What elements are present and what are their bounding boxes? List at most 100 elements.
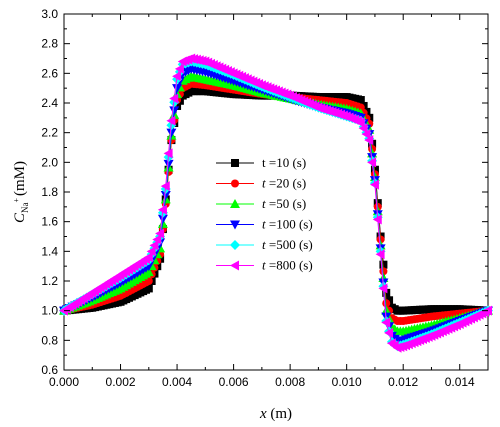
data-point [143, 267, 154, 277]
data-point [144, 284, 153, 293]
data-point [173, 101, 182, 110]
data-point [163, 159, 174, 169]
x-tick-label: 0.012 [388, 375, 418, 389]
data-point [166, 128, 177, 138]
legend-label-var: t [262, 155, 266, 170]
data-point [166, 115, 176, 126]
legend-label-var: t [262, 217, 266, 232]
data-point [358, 123, 368, 134]
data-point [381, 317, 391, 328]
legend-label-value: =500 (s) [266, 237, 313, 252]
legend-item: t =10 (s) [216, 155, 306, 170]
y-tick-label: 3.0 [41, 7, 58, 21]
data-point [355, 117, 365, 128]
y-tick-label: 1.0 [41, 304, 58, 318]
data-point [172, 71, 182, 82]
y-tick-label: 2.2 [41, 126, 58, 140]
legend-label-value: =50 (s) [266, 196, 307, 211]
x-axis-label: x (m) [259, 406, 292, 422]
data-point [160, 190, 171, 200]
legend-label: t =800 (s) [262, 258, 313, 273]
x-tick-label: 0.008 [275, 375, 305, 389]
y-tick-label: 1.6 [41, 215, 58, 229]
data-point [169, 106, 180, 116]
data-point [143, 252, 153, 263]
data-point [382, 288, 391, 297]
y-tick-label: 0.8 [41, 333, 58, 347]
y-axis-label-unit: (mM) [12, 161, 28, 196]
y-tick-label: 2.0 [41, 155, 58, 169]
data-point [367, 157, 377, 168]
data-point [149, 240, 159, 251]
data-point [356, 96, 365, 105]
y-tick-label: 1.4 [41, 244, 58, 258]
legend-item: t =50 (s) [216, 196, 306, 211]
data-point [364, 135, 374, 146]
data-point [163, 148, 173, 159]
y-axis-label-sub: Na [20, 203, 30, 214]
data-point [174, 63, 184, 74]
data-point [369, 179, 379, 190]
legend-item: t =20 (s) [216, 176, 306, 191]
data-point [172, 84, 183, 94]
legend-label: t =10 (s) [262, 155, 306, 170]
x-axis-label-unit: (m) [267, 406, 292, 422]
y-axis-label-main: C [12, 212, 28, 223]
legend-marker [231, 179, 239, 188]
x-tick-label: 0.010 [332, 375, 362, 389]
y-tick-label: 0.6 [41, 363, 58, 377]
legend-label: t =500 (s) [262, 237, 313, 252]
legend-label-value: =20 (s) [266, 176, 307, 191]
y-axis-label-sup: + [12, 198, 21, 203]
legend-marker [230, 220, 240, 230]
y-axis-label: CNa+ (mM) [12, 161, 30, 223]
y-tick-label: 1.2 [41, 274, 58, 288]
x-tick-label: 0.000 [49, 375, 79, 389]
legend-label-var: t [262, 196, 266, 211]
data-point [361, 129, 371, 140]
y-tick-label: 2.6 [41, 66, 58, 80]
data-point [379, 260, 388, 269]
y-tick-label: 2.8 [41, 37, 58, 51]
x-tick-label: 0.006 [219, 375, 249, 389]
legend-marker [231, 159, 239, 167]
data-point [385, 296, 394, 305]
data-point [375, 249, 385, 260]
series-6 [59, 53, 492, 353]
legend-item: t =800 (s) [216, 258, 313, 273]
data-point [384, 327, 394, 338]
legend-item: t =100 (s) [216, 217, 313, 232]
data-point [378, 283, 388, 294]
legend-label-var: t [262, 258, 266, 273]
data-point [157, 204, 167, 215]
data-point [146, 246, 156, 257]
legend-marker [230, 199, 240, 208]
legend-label: t =50 (s) [262, 196, 306, 211]
x-tick-label: 0.002 [106, 375, 136, 389]
axis-layer: 0.000 0.002 0.004 0.006 0.008 0.010 0.012 0.014… [41, 7, 488, 389]
data-point [169, 93, 179, 104]
legend-label-value: =10 (s) [266, 155, 307, 170]
data-point [372, 214, 382, 225]
x-tick-label: 0.004 [162, 375, 192, 389]
legend-label-value: =800 (s) [266, 258, 313, 273]
data-point [152, 234, 162, 245]
data-point [155, 228, 165, 239]
data-point [160, 181, 170, 192]
plot-area: 0.000 0.002 0.004 0.006 0.008 0.010 0.012 0.014… [41, 7, 493, 389]
legend-label-var: t [262, 237, 266, 252]
x-axis-label-var: x [259, 406, 267, 422]
legend-marker [230, 260, 239, 271]
legend-marker [230, 240, 240, 250]
y-tick-label: 1.8 [41, 185, 58, 199]
legend-label-var: t [262, 176, 266, 191]
series-layer [59, 53, 493, 353]
x-tick-label: 0.014 [445, 375, 475, 389]
legend-label: t =20 (s) [262, 176, 306, 191]
legend-label-value: =100 (s) [266, 217, 313, 232]
y-tick-label: 2.4 [41, 96, 58, 110]
legend-label: t =100 (s) [262, 217, 313, 232]
legend: t =10 (s)t =20 (s)t =50 (s)t =100 (s)t =… [216, 155, 313, 273]
data-point [157, 214, 168, 224]
